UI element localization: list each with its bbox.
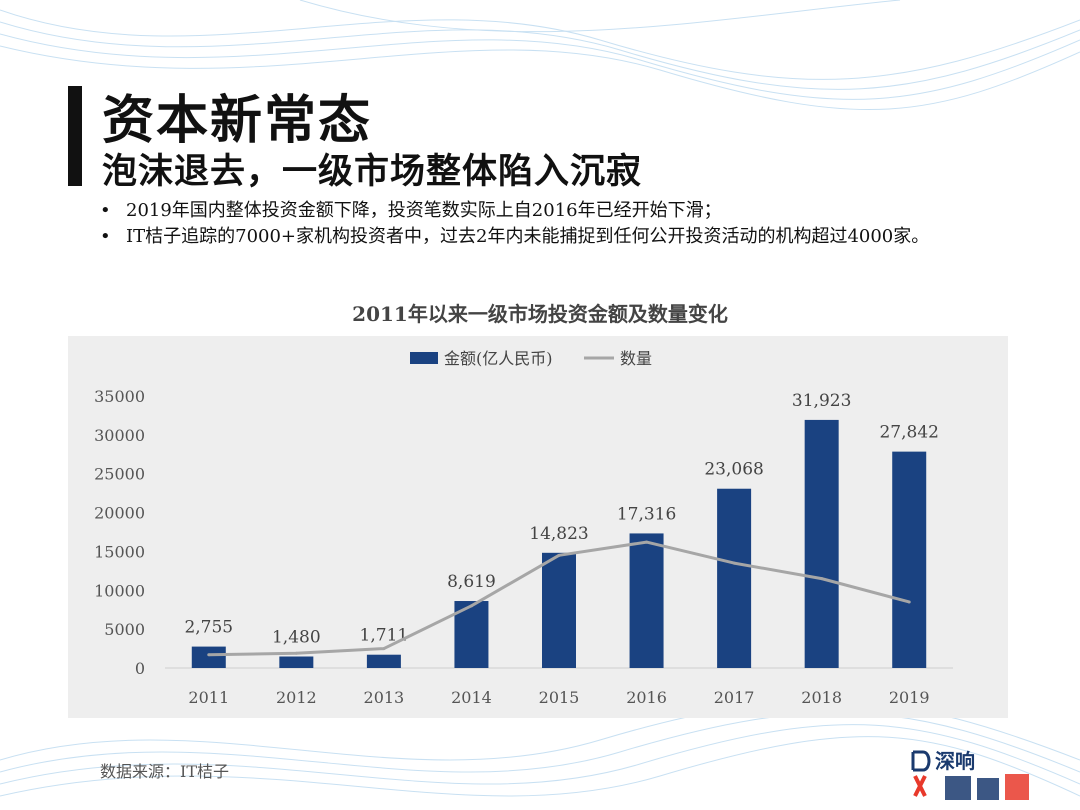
line-point [907, 600, 911, 604]
bar [279, 656, 314, 668]
x-tick-label: 2018 [801, 688, 842, 707]
legend-swatch-bar [410, 352, 438, 364]
x-tick-label: 2013 [364, 688, 405, 707]
x-tick-label: 2011 [188, 688, 229, 707]
y-tick-label: 0 [135, 659, 145, 678]
bar [892, 451, 927, 668]
page-subtitle: 泡沫退去，一级市场整体陷入沉寂 [102, 151, 643, 192]
line-point [645, 540, 649, 544]
bar [629, 533, 664, 668]
line-point [294, 651, 298, 655]
source-note: 数据来源：IT桔子 [100, 762, 229, 781]
x-tick-label: 2015 [539, 688, 580, 707]
x-tick-label: 2014 [451, 688, 492, 707]
x-tick-label: 2016 [626, 688, 667, 707]
x-tick-label: 2019 [889, 688, 930, 707]
y-tick-label: 15000 [94, 542, 145, 561]
bar-data-label: 17,316 [617, 504, 676, 524]
bullet-text: IT桔子追踪的7000+家机构投资者中，过去2年内未能捕捉到任何公开投资活动的机… [126, 226, 930, 247]
bar-data-label: 8,619 [447, 572, 496, 592]
line-point [469, 604, 473, 608]
bar-data-label: 27,842 [879, 423, 938, 443]
bar [804, 419, 839, 668]
shenxiang-logo: 深响 [911, 749, 1029, 800]
chart: 0 5000 10000 15000 20000 25000 30000 35000 2011 2… [94, 349, 953, 707]
bullet-item: • 2019年国内整体投资金额下降，投资笔数实际上自2016年已经开始下滑； [100, 198, 929, 224]
bar [366, 654, 401, 668]
line-point [382, 647, 386, 651]
line-point [207, 653, 211, 657]
title-accent-bar [68, 86, 82, 186]
bullet-item: • IT桔子追踪的7000+家机构投资者中，过去2年内未能捕捉到任何公开投资活动… [100, 224, 929, 250]
bullet-list: • 2019年国内整体投资金额下降，投资笔数实际上自2016年已经开始下滑； •… [100, 198, 929, 250]
bar-data-label: 14,823 [529, 524, 588, 544]
x-tick-label: 2012 [276, 688, 317, 707]
bullet-marker: • [100, 226, 111, 247]
chart-title: 2011年以来一级市场投资金额及数量变化 [352, 302, 728, 326]
bar [542, 552, 576, 668]
bar-data-label: 2,755 [184, 618, 233, 638]
y-tick-label: 5000 [104, 620, 145, 639]
bar [191, 646, 226, 668]
line-point [732, 561, 736, 565]
bar-data-label: 23,068 [704, 460, 763, 480]
bullet-marker: • [100, 200, 111, 221]
svg-text:深响: 深响 [935, 749, 975, 773]
y-tick-label: 35000 [94, 387, 145, 406]
page-title: 资本新常态 [102, 90, 373, 151]
y-tick-label: 20000 [94, 504, 145, 523]
y-tick-label: 25000 [94, 465, 145, 484]
chart-panel: 0 5000 10000 15000 20000 25000 30000 35000 2011 2… [68, 336, 1008, 718]
bar-data-label: 1,480 [272, 627, 321, 647]
bar [717, 488, 752, 668]
y-tick-label: 30000 [94, 426, 145, 445]
line-point [820, 577, 824, 581]
bar-data-label: 1,711 [360, 626, 409, 646]
legend-label-line: 数量 [620, 349, 652, 368]
x-tick-label: 2017 [714, 688, 755, 707]
bullet-text: 2019年国内整体投资金额下降，投资笔数实际上自2016年已经开始下滑； [126, 200, 722, 221]
legend-label-bar: 金额(亿人民币) [444, 349, 553, 368]
line-point [557, 553, 561, 557]
y-tick-label: 10000 [94, 581, 145, 600]
bar-data-label: 31,923 [792, 391, 851, 411]
